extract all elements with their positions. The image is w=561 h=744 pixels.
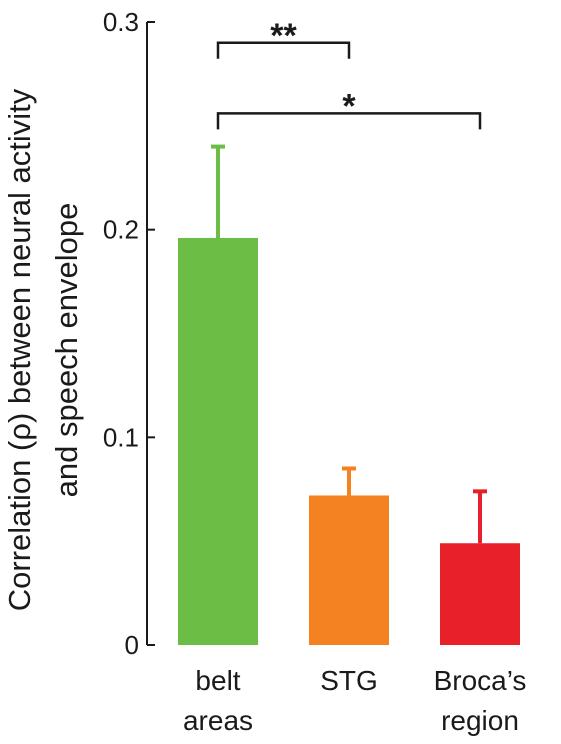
error-bars bbox=[211, 144, 487, 544]
x-category-label: areas bbox=[183, 705, 253, 736]
y-axis-label: Correlation (ρ) between neural activity … bbox=[2, 88, 84, 611]
error-bar bbox=[211, 144, 225, 238]
y-axis-label-line-1: Correlation (ρ) between neural activity bbox=[2, 88, 37, 611]
bar bbox=[178, 237, 258, 645]
significance-brackets: *** bbox=[216, 17, 482, 130]
y-axis-label-line-2: and speech envelope bbox=[49, 203, 84, 498]
bar bbox=[309, 495, 389, 645]
x-category-label: STG bbox=[320, 665, 378, 696]
significance-label: ** bbox=[270, 17, 297, 55]
significance-bracket: * bbox=[216, 87, 482, 130]
significance-bracket-line bbox=[216, 41, 351, 59]
x-axis-category-labels: belt areas STG Broca’s region bbox=[183, 665, 526, 736]
error-bar bbox=[342, 466, 356, 496]
x-category-label: belt bbox=[195, 665, 240, 696]
y-tick-label: 0 bbox=[125, 630, 139, 660]
y-axis: 0 0.1 0.2 0.3 bbox=[103, 7, 155, 660]
significance-bracket: ** bbox=[216, 17, 351, 59]
significance-label: * bbox=[342, 87, 356, 125]
bar bbox=[440, 543, 520, 645]
y-tick-label: 0.1 bbox=[103, 422, 139, 452]
y-tick-label: 0.2 bbox=[103, 215, 139, 245]
y-tick-label: 0.3 bbox=[103, 7, 139, 37]
x-category-label: Broca’s bbox=[434, 665, 527, 696]
error-bar bbox=[473, 489, 487, 544]
significance-bracket-line bbox=[216, 112, 482, 130]
bars bbox=[178, 237, 520, 645]
x-category-label: region bbox=[441, 705, 519, 736]
